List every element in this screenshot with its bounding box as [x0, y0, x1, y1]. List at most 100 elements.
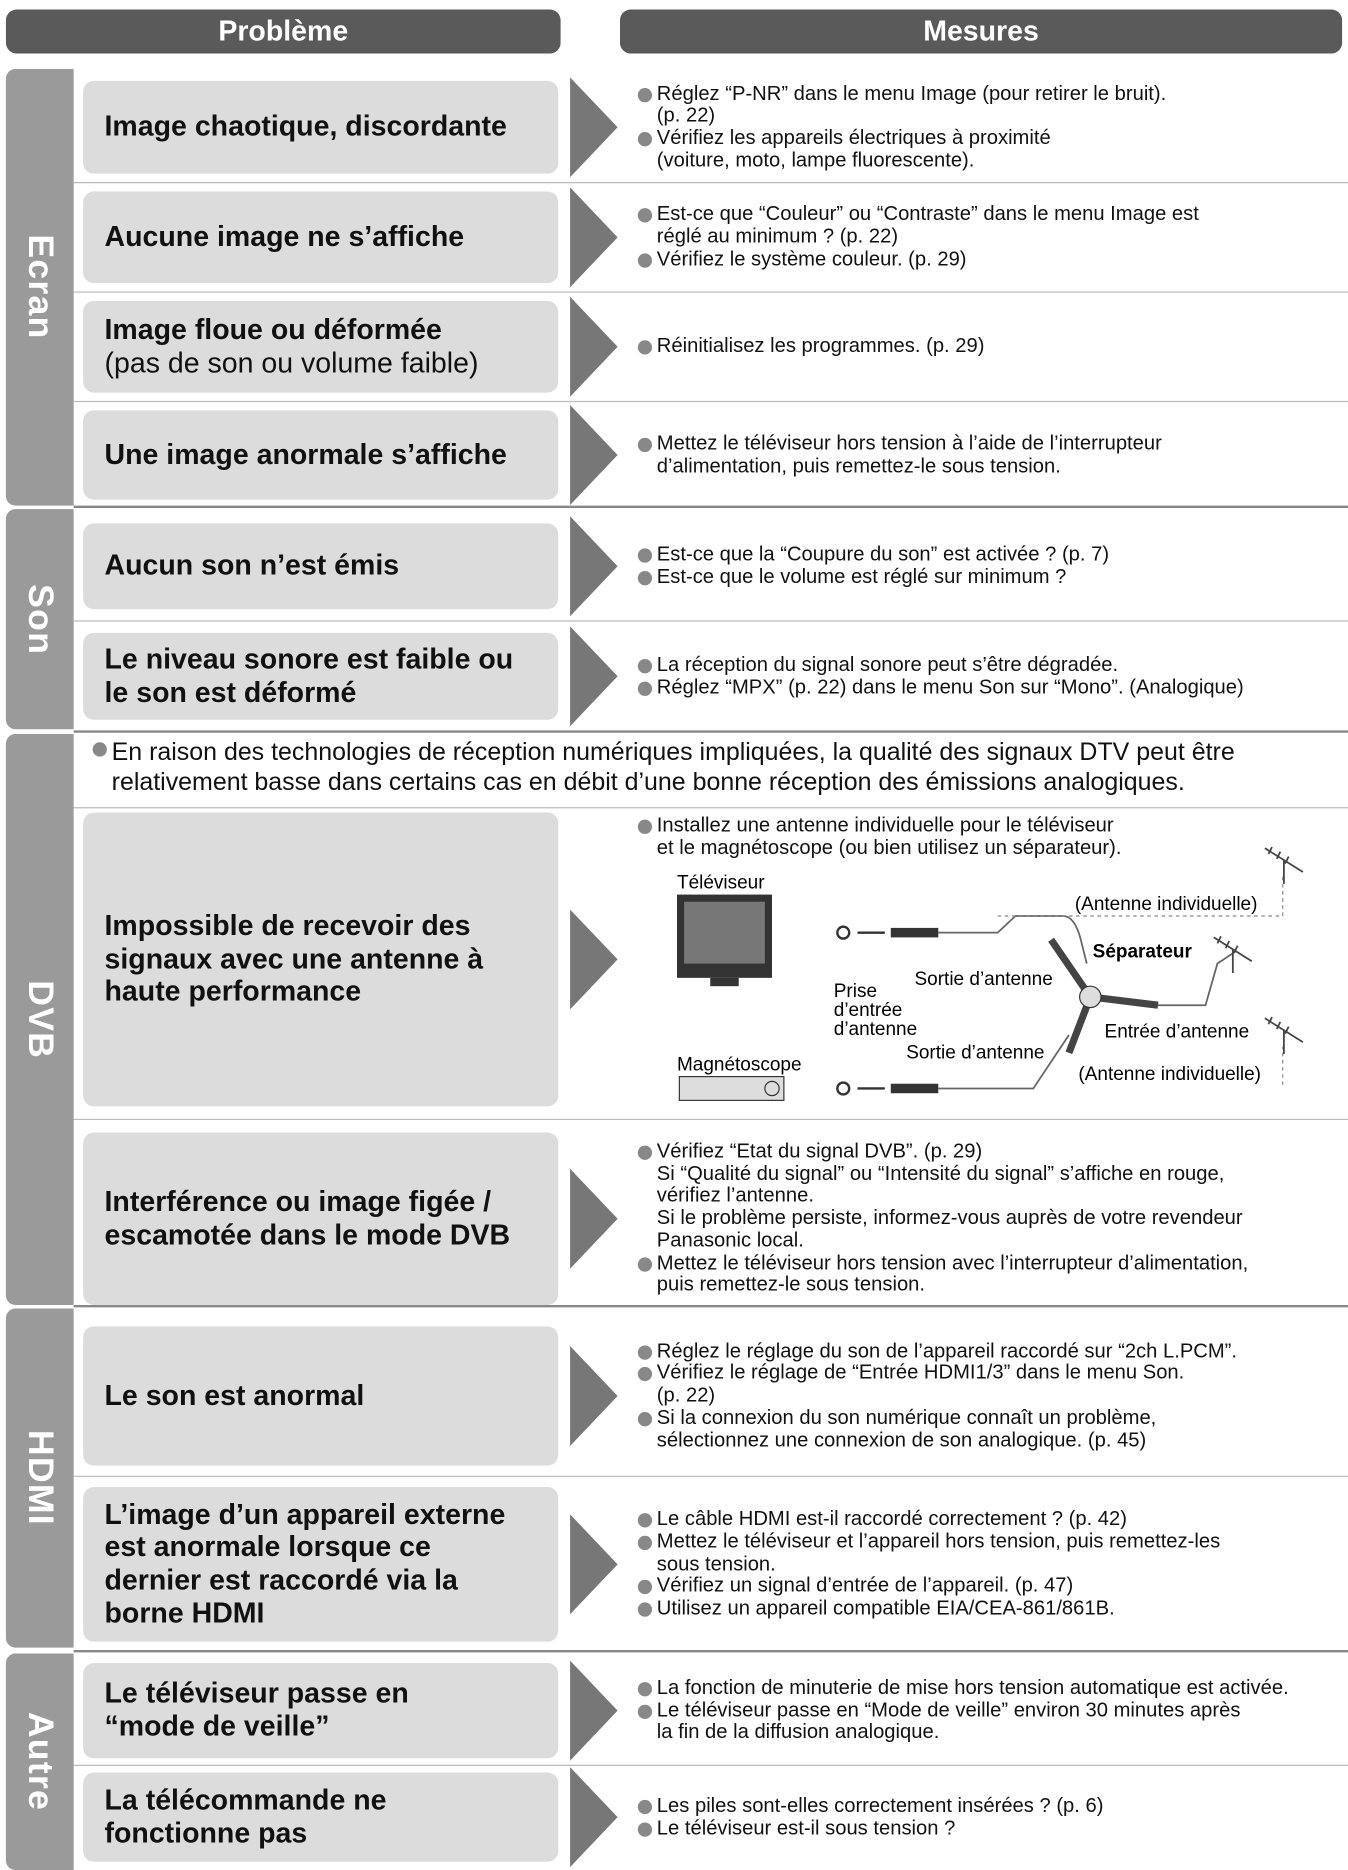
measure-text: Réinitialisez les programmes. (p. 29) [656, 334, 985, 358]
measure-text: Panasonic local. [656, 1228, 804, 1252]
vcr-body [678, 1075, 785, 1101]
tv-screen [684, 901, 765, 964]
header-text: Problème [218, 14, 349, 47]
section-label: Ecran [5, 68, 74, 506]
measure-text: Les piles sont-elles correctement inséré… [656, 1793, 1104, 1817]
measure-text: Mettez le téléviseur et l’appareil hors … [656, 1529, 1221, 1553]
problem-text: Image floue ou déformée [104, 313, 442, 347]
bullet: Le téléviseur passe en “Mode de veille” … [637, 1698, 1348, 1744]
arrow [570, 296, 618, 397]
header-problem: Problème [5, 9, 561, 54]
measure-text: Si “Qualité du signal” ou “Intensité du … [656, 1161, 1225, 1185]
measure-text: Le téléviseur passe en “Mode de veille” … [656, 1698, 1241, 1721]
problem-text: Interférence ou image figée / [104, 1185, 492, 1219]
diagram-label: Entrée d’antenne [1105, 1021, 1250, 1042]
problem-text: dernier est raccordé via la [104, 1564, 458, 1597]
header-text: Mesures [923, 14, 1039, 47]
problem-text: Le téléviseur passe en [104, 1677, 409, 1710]
measures: Réglez “P-NR” dans le menu Image (pour r… [637, 81, 1348, 174]
section-label-text: Son [20, 583, 60, 655]
bullet: Réinitialisez les programmes. (p. 29) [637, 334, 1348, 358]
arrow [570, 1168, 618, 1269]
bullet: La fonction de minuterie de mise hors te… [637, 1676, 1348, 1699]
problem-text: Impossible de recevoir des [104, 910, 471, 943]
diagram-label: Sortie d’antenne [906, 1043, 1044, 1064]
measures: Est-ce que la “Coupure du son” est activ… [637, 523, 1348, 609]
problem-box: Interférence ou image figée / escamotée d… [83, 1132, 559, 1305]
arrow [570, 516, 618, 617]
problem-text: haute performance [104, 975, 362, 1008]
measure-text: Est-ce que “Couleur” ou “Contraste” dans… [656, 202, 1199, 226]
bullet: La réception du signal sonore peut s’êtr… [637, 653, 1348, 676]
plug [890, 1083, 939, 1094]
vcr-knob [764, 1080, 780, 1097]
plug [890, 927, 939, 938]
bullet: Les piles sont-elles correctement inséré… [637, 1793, 1348, 1817]
antenna [1264, 1016, 1304, 1054]
measure-text: Installez une antenne individuelle pour … [656, 813, 1114, 837]
bullet: Vérifiez les appareils électriques à pro… [637, 126, 1348, 171]
section-label-text: DVB [20, 980, 60, 1059]
problem-box: Aucun son n’est émis [83, 523, 559, 610]
problem-box: Aucune image ne s’affiche [83, 191, 559, 284]
measures: Installez une antenne individuelle pour … [637, 813, 1345, 874]
section-label-text: HDMI [20, 1430, 60, 1527]
bullet: Installez une antenne individuelle pour … [637, 813, 1345, 859]
arrow [570, 405, 618, 505]
note-text: relativement basse dans certains cas en … [111, 768, 1185, 797]
problem-text: “mode de veille” [104, 1710, 330, 1743]
bullet: Mettez le téléviseur et l’appareil hors … [637, 1529, 1348, 1575]
measure-text: Utilisez un appareil compatible EIA/CEA-… [656, 1596, 1115, 1620]
measure-text: Réglez “MPX” (p. 22) dans le menu Son su… [656, 675, 1244, 698]
measure-text: Vérifiez les appareils électriques à pro… [656, 126, 1051, 149]
measure-text: Vérifiez un signal d’entrée de l’apparei… [656, 1574, 1074, 1597]
problem-box: Impossible de recevoir des signaux avec u… [83, 812, 559, 1107]
arrow [570, 626, 618, 727]
measures: La réception du signal sonore peut s’êtr… [637, 633, 1348, 720]
problem-text: Image chaotique, discordante [104, 110, 507, 143]
measure-text: Le téléviseur est-il sous tension ? [656, 1815, 956, 1839]
problem-box: Une image anormale s’affiche [83, 410, 559, 500]
measures: Vérifiez “Etat du signal DVB”. (p. 29) Si… [637, 1132, 1348, 1304]
bullet: Est-ce que “Couleur” ou “Contraste” dans… [637, 202, 1348, 248]
diagram-label: d’antenne [834, 1019, 917, 1040]
diagram-label: d’entrée [834, 1000, 903, 1021]
problem-text: le son est déformé [104, 676, 357, 709]
diagram-label: (Antenne individuelle) [1078, 1064, 1261, 1085]
bullet: Utilisez un appareil compatible EIA/CEA-… [637, 1596, 1348, 1620]
measure-text: La fonction de minuterie de mise hors te… [656, 1676, 1289, 1699]
problem-text: La télécommande ne [104, 1784, 387, 1817]
problem-text: Le niveau sonore est faible ou [104, 643, 514, 676]
diagram-label: Séparateur [1093, 942, 1193, 963]
diagram-label: (Antenne individuelle) [1075, 894, 1258, 915]
diagram-label: Téléviseur [677, 873, 765, 894]
section-label: Autre [5, 1653, 74, 1870]
measure-text: Mettez le téléviseur hors tension à l’ai… [656, 431, 1162, 455]
bullet: Mettez le téléviseur hors tension à l’ai… [637, 431, 1348, 477]
problem-box: Image chaotique, discordante [83, 80, 559, 174]
problem-text: signaux avec une antenne à [104, 942, 484, 976]
measures: Les piles sont-elles correctement inséré… [637, 1773, 1348, 1862]
problem-box: La télécommande ne fonctionne pas [83, 1772, 559, 1862]
bullet: Est-ce que le volume est réglé sur minim… [637, 565, 1348, 588]
problem-text: borne HDMI [104, 1597, 265, 1630]
diagram-label: Prise [834, 981, 877, 1002]
measure-text: Si la connexion du son numérique connaît… [656, 1405, 1157, 1429]
cable [938, 915, 1088, 964]
splitter-hub [1079, 985, 1102, 1009]
problem-text: escamotée dans le mode DVB [104, 1218, 511, 1251]
bullet: Le câble HDMI est-il raccordé correcteme… [637, 1508, 1348, 1531]
problem-box: Le téléviseur passe en “mode de veille” [83, 1663, 559, 1759]
cable [1158, 950, 1236, 1007]
bullet: Réglez le réglage du son de l’appareil r… [637, 1340, 1348, 1362]
tv-stand [710, 977, 739, 987]
problem-box: Le son est anormal [83, 1326, 559, 1466]
bullet: Réglez “MPX” (p. 22) dans le menu Son su… [637, 675, 1348, 698]
problem-text: est anormale lorsque ce [104, 1531, 431, 1564]
bullet: Le téléviseur est-il sous tension ? [637, 1815, 1348, 1839]
measure-text: sous tension. [656, 1552, 776, 1575]
arrow [570, 1660, 618, 1761]
measure-text: Mettez le téléviseur hors tension avec l… [656, 1250, 1249, 1274]
